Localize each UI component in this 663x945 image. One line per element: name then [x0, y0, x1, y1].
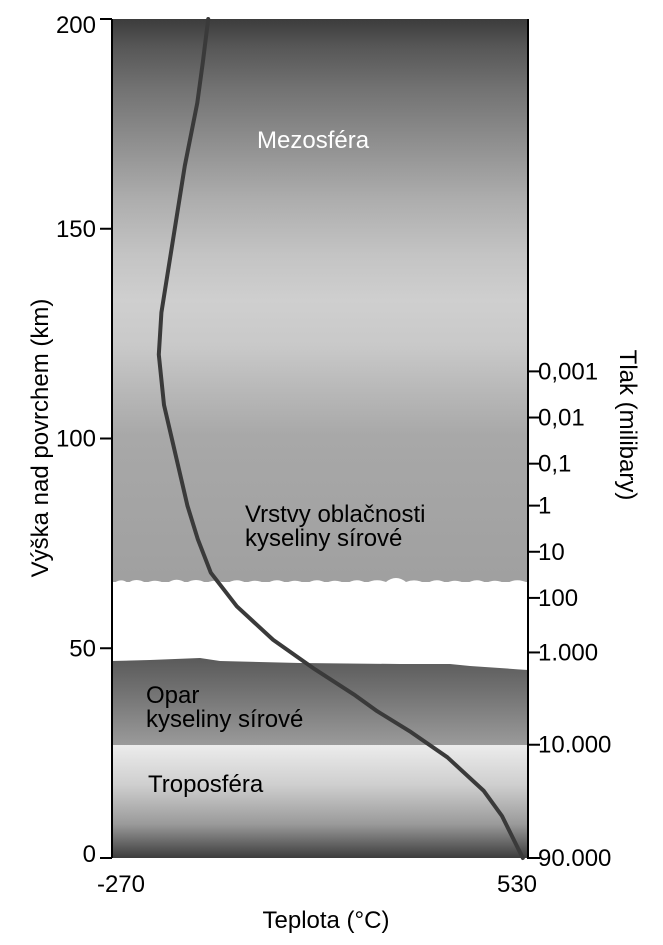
y-tick-label-150: 150: [56, 216, 96, 243]
left-axis: 0 50 100 150 200 Výška nad povrchem (km): [27, 12, 113, 868]
y-tick-label-50: 50: [69, 635, 96, 662]
temperature-profile-line: [156, 17, 525, 860]
x-tick-label-min: -270: [97, 871, 145, 898]
layer-label-haze-line-2: kyseliny sírové: [146, 706, 303, 733]
y-axis-title: Výška nad povrchem (km): [27, 299, 54, 578]
y2-tick-label-5: 1: [538, 493, 551, 520]
layer-label-troposfera: Troposféra: [148, 771, 264, 798]
left-axis-ticks: 0 50 100 150 200: [56, 12, 112, 868]
troposphere-band: [112, 745, 528, 858]
right-axis: 90.000 10.000 1.000 100 10 1 0,1 0,01 0,001 Tlak…: [527, 19, 641, 872]
layer-label-clouds-line-2: kyseliny sírové: [245, 525, 402, 552]
y-tick-label-0: 0: [83, 841, 96, 868]
layer-label-haze-line-1: Opar: [146, 682, 199, 709]
y2-tick-label-1: 10.000: [538, 732, 611, 759]
y2-tick-label-0: 90.000: [538, 845, 611, 872]
cloud-layer-band: [112, 578, 528, 670]
y2-tick-label-6: 0,1: [538, 451, 571, 478]
y2-tick-label-3: 100: [538, 585, 578, 612]
y2-tick-label-7: 0,01: [538, 405, 585, 432]
y2-tick-label-8: 0,001: [538, 358, 598, 385]
atmosphere-gradient: [112, 19, 528, 582]
layer-label-mezosfera: Mezosféra: [257, 127, 370, 154]
y-tick-label-100: 100: [56, 426, 96, 453]
y-tick-label-200: 200: [56, 12, 96, 39]
y2-tick-label-4: 10: [538, 539, 565, 566]
bottom-axis: -270 530 Teplota (°C): [97, 871, 537, 934]
haze-layer-band: [112, 658, 528, 745]
y2-axis-title: Tlak (milibary): [614, 350, 641, 501]
right-axis-ticks: 90.000 10.000 1.000 100 10 1 0,1 0,01 0,001: [527, 358, 611, 872]
layer-label-clouds-line-1: Vrstvy oblačnosti: [245, 501, 426, 528]
y2-tick-label-2: 1.000: [538, 639, 598, 666]
layer-labels: Mezosféra Vrstvy oblačnosti kyseliny sír…: [146, 127, 426, 798]
x-tick-label-max: 530: [497, 871, 537, 898]
x-axis-title: Teplota (°C): [263, 907, 390, 934]
